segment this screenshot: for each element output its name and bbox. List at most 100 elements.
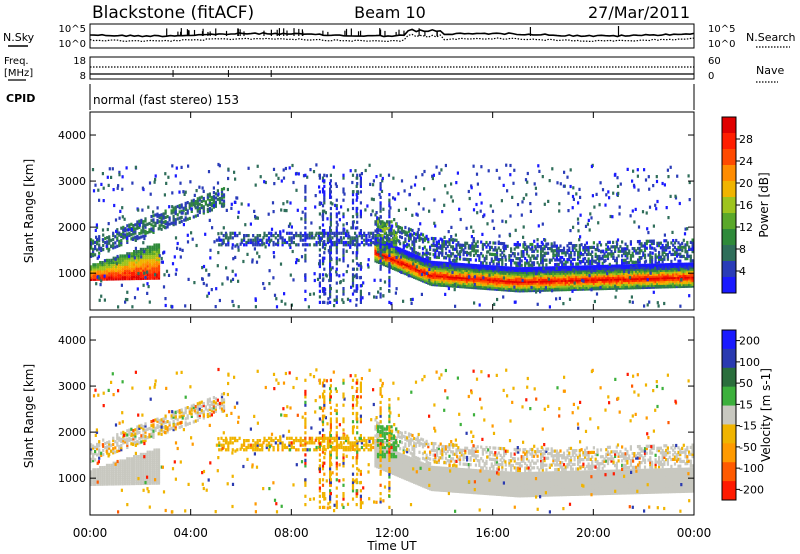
power-cell (562, 265, 566, 270)
power-cell (637, 258, 640, 262)
power-cell (497, 284, 500, 288)
power-cell (631, 267, 634, 271)
power-cell (147, 205, 150, 209)
power-cell (399, 235, 402, 239)
power-cell (621, 240, 624, 244)
power-cell (444, 292, 447, 296)
power-cell (672, 281, 675, 285)
power-cell (689, 284, 692, 288)
power-cell (513, 261, 516, 265)
power-cell (517, 283, 520, 287)
power-cell (420, 232, 423, 236)
power-cell (430, 264, 433, 268)
power-cell (594, 283, 597, 287)
power-cell (377, 253, 381, 257)
power-cell (525, 247, 529, 251)
power-cell (458, 264, 462, 268)
power-cell (423, 245, 426, 249)
power-cell (397, 269, 400, 273)
power-cell (661, 260, 664, 264)
power-cell (608, 240, 611, 244)
power-cell (354, 238, 357, 242)
power-cell (488, 265, 492, 269)
power-cell (499, 282, 502, 286)
power-cell (518, 243, 521, 247)
power-cell (157, 276, 161, 280)
power-cell (628, 276, 632, 280)
power-cell (568, 255, 571, 259)
power-cell (691, 240, 694, 244)
power-cell (562, 251, 566, 255)
power-cell (453, 273, 456, 277)
power-cell (684, 250, 687, 254)
power-cell (626, 269, 629, 273)
power-cell (517, 278, 520, 282)
power-cell (686, 262, 689, 266)
power-cell (628, 264, 631, 268)
power-cell (446, 267, 449, 271)
power-cell (153, 260, 156, 264)
power-cell (148, 268, 152, 272)
power-cell (101, 228, 105, 232)
power-cell (532, 287, 536, 291)
power-cell (441, 270, 444, 274)
power-cell (476, 282, 479, 286)
power-cell (643, 267, 647, 271)
power-cell (126, 262, 129, 266)
power-cell (418, 234, 421, 238)
power-cell (462, 250, 465, 254)
power-cell (409, 246, 412, 250)
power-cell (307, 305, 310, 309)
power-cell (554, 286, 557, 290)
power-cell (547, 268, 550, 272)
power-cell (395, 287, 398, 291)
power-cell (171, 262, 175, 266)
power-cell (540, 261, 543, 265)
power-cell (669, 194, 672, 198)
power-cell (483, 277, 486, 281)
power-cell (421, 240, 425, 244)
power-cell (636, 260, 640, 264)
power-cell (536, 272, 539, 276)
power-cell (577, 265, 580, 269)
power-cell (365, 242, 368, 246)
power-cell (638, 286, 641, 290)
power-cell (115, 262, 118, 266)
power-cell (466, 267, 469, 271)
power-cell (602, 249, 605, 253)
power-cell (564, 276, 567, 281)
power-cell (571, 244, 574, 248)
power-cell (92, 241, 95, 245)
power-cell (413, 238, 416, 242)
power-cell (137, 276, 140, 281)
power-cell (120, 243, 123, 247)
power-cell (478, 303, 481, 307)
power-cell (133, 277, 136, 281)
power-cell (96, 256, 99, 260)
power-cell (404, 251, 407, 255)
power-cell (308, 231, 311, 235)
power-cell (628, 249, 631, 253)
power-cell (536, 270, 539, 274)
power-cell (214, 200, 217, 204)
power-cell (157, 274, 161, 278)
power-cell (561, 251, 564, 255)
power-cell (659, 267, 662, 271)
power-cell (522, 285, 525, 289)
power-cell (481, 281, 484, 285)
power-cell (585, 287, 588, 291)
power-cell (466, 257, 469, 262)
power-cell (545, 268, 548, 272)
power-cell (200, 203, 203, 208)
power-cell (525, 281, 529, 285)
power-cell (142, 262, 145, 266)
power-cell (153, 264, 156, 268)
power-cell (636, 246, 640, 251)
power-cell (562, 267, 566, 271)
power-cell (279, 236, 282, 240)
power-cell (397, 257, 400, 262)
power-cell (112, 271, 115, 275)
power-cell (342, 236, 345, 240)
power-cell (334, 182, 337, 186)
power-cell (645, 211, 648, 215)
